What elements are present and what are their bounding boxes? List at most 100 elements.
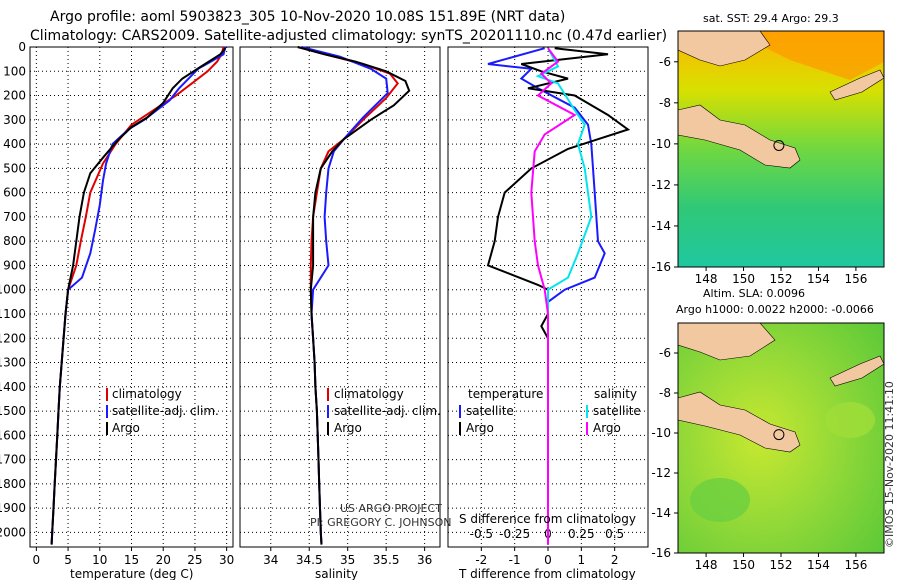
lat-tick-label: -14 [651, 219, 671, 233]
series-climatology [50, 46, 225, 545]
lat-tick-label: -12 [651, 178, 671, 192]
depth-tick-label: 300 [3, 113, 26, 127]
lon-tick-label: 154 [807, 272, 830, 286]
salinity-legend: climatology satellite-adj. clim. Argo [327, 387, 441, 435]
series-s-argo [530, 47, 577, 545]
x-tick-label: 0 [544, 553, 552, 567]
depth-tick-label: 1700 [0, 453, 26, 467]
sst-lat-ticks: -6 -8 -10 -12 -14 -16 [651, 55, 678, 274]
x-tick-label: 35.5 [373, 553, 400, 567]
sla-map-panel: Altim. SLA: 0.0096 Argo h1000: 0.0022 h2… [651, 287, 885, 572]
x-tick-label: -2 [475, 553, 487, 567]
t-difference-tick-labels: -2 -1 0 1 2 [475, 553, 618, 567]
series-t-satellite [487, 47, 606, 545]
lat-tick-label: -8 [659, 96, 671, 110]
legend-t-argo: Argo [466, 421, 494, 435]
lat-tick-label: -6 [659, 55, 671, 69]
s-diff-tick-label: -0.5 [470, 527, 493, 541]
sst-map-panel: sat. SST: 29.4 Argo: 29.3 -6-8-10-12-14-… [651, 12, 885, 286]
lat-tick-label: -16 [651, 546, 671, 560]
lat-tick-label: -10 [651, 426, 671, 440]
difference-series [486, 47, 631, 545]
salinity-axes [239, 46, 441, 548]
legend-climatology: climatology [112, 387, 182, 401]
depth-tick-label: 100 [3, 64, 26, 78]
depth-tick-label: 1100 [0, 307, 26, 321]
sla-land-papua-tail [677, 391, 801, 453]
x-tick-label: 36 [417, 553, 432, 567]
imos-timestamp: ©IMOS 15-Nov-2020 11:41:10 [883, 381, 896, 548]
legend-argo: Argo [112, 421, 140, 435]
legend-argo: Argo [334, 421, 362, 435]
sst-lon-ticks: 148 150 152 154 156 [695, 267, 867, 286]
lon-tick-label: 150 [732, 272, 755, 286]
lon-tick-label: 154 [807, 558, 830, 572]
sst-map-title: sat. SST: 29.4 Argo: 29.3 [703, 12, 839, 25]
depth-tick-label: 800 [3, 234, 26, 248]
temperature-legend: climatology satellite-adj. clim. Argo [106, 387, 219, 435]
lon-tick-label: 148 [695, 272, 718, 286]
depth-tick-label: 1300 [0, 356, 26, 370]
credit-project: US ARGO PROJECT [340, 502, 442, 515]
salinity-tick-labels: 34 34.5 35 35.5 36 [263, 553, 432, 567]
temperature-panel: 0100200300400500600700800900100011001200… [0, 40, 234, 580]
lat-tick-label: -14 [651, 506, 671, 520]
sla-map-title: Altim. SLA: 0.0096 [703, 287, 805, 300]
depth-tick-label: 200 [3, 89, 26, 103]
series-s-satellite [535, 47, 593, 545]
s-difference-axis-label: S difference from climatology [459, 512, 636, 526]
depth-tick-label: 500 [3, 161, 26, 175]
series-argo [297, 46, 411, 545]
x-tick-label: 5 [64, 553, 72, 567]
depth-tick-label: 1800 [0, 477, 26, 491]
salinity-axis-label: salinity [315, 567, 358, 580]
series-t-argo [486, 47, 631, 545]
t-difference-axis-label: T difference from climatology [458, 567, 636, 580]
series-satellite-adj-clim- [50, 46, 227, 545]
difference-panel: -2 -1 0 1 2 -0.5 -0.25 0 0.25 0.5 T difference f… [447, 46, 649, 580]
lon-tick-label: 156 [844, 272, 867, 286]
s-difference-tick-labels: -0.5 -0.25 0 0.25 0.5 [470, 527, 625, 541]
sst-warm-patch [760, 31, 884, 80]
x-tick-label: 30 [219, 553, 234, 567]
s-diff-tick-label: -0.25 [499, 527, 530, 541]
legend-climatology: climatology [334, 387, 404, 401]
s-diff-tick-label: 0.5 [605, 527, 624, 541]
series-argo [50, 47, 227, 545]
lat-tick-label: -6 [659, 346, 671, 360]
legend-satellite-adj: satellite-adj. clim. [112, 404, 219, 418]
x-tick-label: 15 [124, 553, 139, 567]
depth-tick-labels: 0 100 200 300 400 500 600 700 800 900 1000 1100 1200… [0, 40, 26, 539]
legend-salinity-title: salinity [594, 387, 637, 401]
depth-tick-label: 900 [3, 258, 26, 272]
figure-title-line1: Argo profile: aoml 5903823_305 10-Nov-20… [50, 9, 565, 25]
depth-tick-label: 1400 [0, 380, 26, 394]
legend-t-satellite: satellite [466, 404, 514, 418]
s-diff-tick-label: 0.25 [568, 527, 595, 541]
legend-satellite-adj: satellite-adj. clim. [334, 404, 441, 418]
legend-s-satellite: satellite [593, 404, 641, 418]
salinity-grid [240, 46, 440, 551]
lat-tick-label: -12 [651, 466, 671, 480]
salinity-series [297, 46, 411, 545]
series-satellite-adj-clim- [301, 46, 389, 545]
sst-float-marker [773, 140, 785, 151]
sla-land-newguinea [677, 322, 776, 361]
x-tick-label: 25 [187, 553, 202, 567]
temperature-grid [30, 46, 233, 551]
legend-temperature-title: temperature [468, 387, 543, 401]
depth-tick-label: 1600 [0, 428, 26, 442]
sla-float-marker [773, 429, 785, 441]
lon-tick-label: 150 [732, 558, 755, 572]
legend-s-argo: Argo [593, 421, 621, 435]
depth-tick-label: 1500 [0, 404, 26, 418]
lat-tick-label: -8 [659, 386, 671, 400]
depth-tick-label: 0 [18, 40, 26, 54]
lon-tick-label: 148 [695, 558, 718, 572]
sla-lat-ticks: -6 -8 -10 -12 -14 -16 [651, 346, 678, 560]
lon-tick-label: 152 [770, 558, 793, 572]
x-tick-label: 20 [156, 553, 171, 567]
x-tick-label: 0 [33, 553, 41, 567]
lat-tick-label: -16 [651, 260, 671, 274]
